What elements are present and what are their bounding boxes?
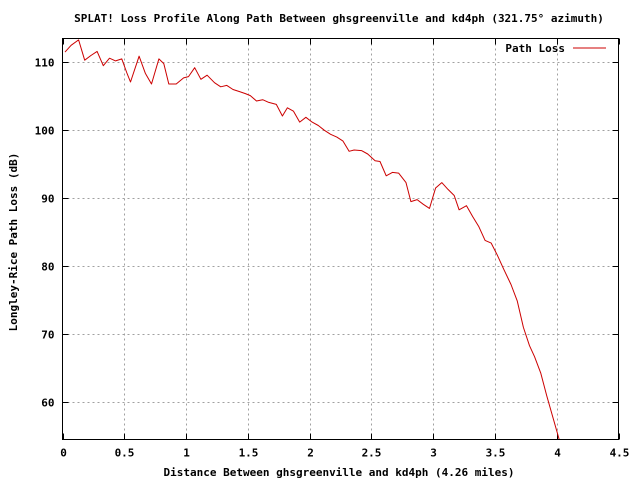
- y-tick-label: 90: [41, 193, 54, 206]
- x-tick-label: 2.5: [362, 447, 382, 460]
- x-axis-label: Distance Between ghsgreenville and kd4ph…: [164, 466, 515, 479]
- x-tick-label: 0.5: [115, 447, 135, 460]
- x-tick-label: 4: [554, 447, 561, 460]
- series-layer: [64, 39, 576, 440]
- x-tick-label: 2: [307, 447, 314, 460]
- series-line-path-loss: [64, 39, 576, 440]
- x-tick-label: 1: [183, 447, 190, 460]
- legend: Path Loss: [505, 42, 606, 55]
- chart-title: SPLAT! Loss Profile Along Path Between g…: [74, 12, 604, 25]
- axis-ticks: [62, 38, 620, 440]
- y-tick-label: 100: [35, 125, 55, 138]
- legend-label-path-loss: Path Loss: [505, 42, 565, 55]
- grid-lines: [62, 38, 619, 440]
- x-tick-label: 1.5: [239, 447, 259, 460]
- y-tick-label: 60: [41, 397, 54, 410]
- y-axis-label: Longley-Rice Path Loss (dB): [7, 153, 20, 332]
- x-tick-label: 3.5: [486, 447, 506, 460]
- tick-labels: 0 0.5 1 1.5 2 2.5 3 3.5 4 4.5 60 70 80 90 100 110: [35, 57, 630, 460]
- plot-border: [62, 38, 619, 440]
- y-tick-label: 70: [41, 329, 54, 342]
- y-tick-label: 110: [35, 57, 55, 70]
- y-tick-label: 80: [41, 261, 54, 274]
- x-tick-label: 3: [430, 447, 437, 460]
- x-tick-label: 4.5: [610, 447, 630, 460]
- x-tick-label: 0: [60, 447, 67, 460]
